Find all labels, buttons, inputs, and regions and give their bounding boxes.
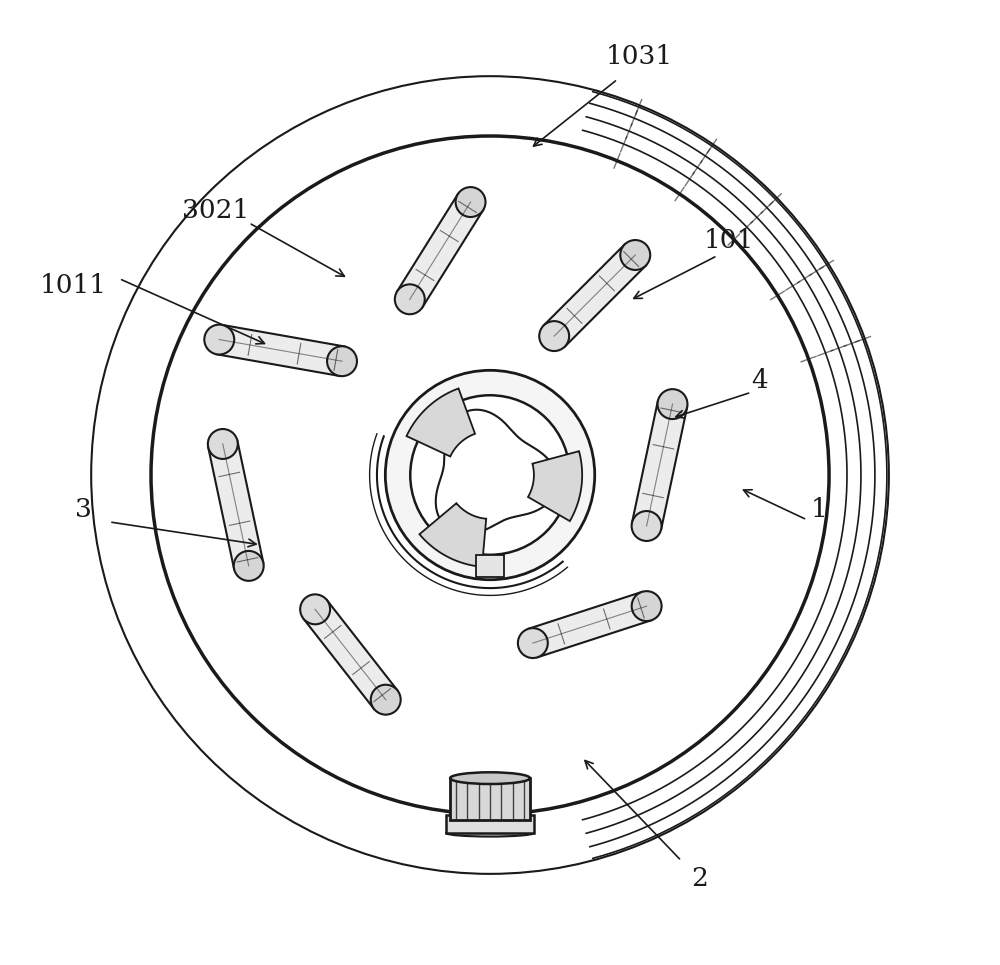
Polygon shape [528,452,582,521]
Polygon shape [208,441,263,569]
Text: 1031: 1031 [606,43,673,69]
Bar [450,778,530,820]
Text: 1: 1 [811,497,827,522]
Circle shape [385,371,595,580]
Circle shape [658,389,687,419]
Circle shape [151,136,829,814]
Circle shape [300,594,330,624]
Polygon shape [407,389,475,456]
Circle shape [632,592,662,621]
Circle shape [234,551,264,581]
Text: 1011: 1011 [40,273,107,298]
Text: 2: 2 [691,867,708,892]
Circle shape [371,685,401,715]
Ellipse shape [450,772,530,784]
Circle shape [410,396,570,555]
Circle shape [518,628,548,658]
Circle shape [539,321,569,351]
Circle shape [327,346,357,376]
Circle shape [204,324,234,354]
Bar [446,815,534,833]
Polygon shape [544,244,646,346]
Polygon shape [303,600,398,709]
Polygon shape [397,194,483,307]
Circle shape [456,187,486,217]
Circle shape [208,429,238,459]
Circle shape [620,240,650,270]
Text: 4: 4 [751,368,768,393]
Polygon shape [217,325,345,376]
Bar [476,555,504,577]
Polygon shape [419,503,486,566]
Ellipse shape [446,829,534,837]
Polygon shape [632,401,687,529]
Circle shape [395,285,425,315]
Text: 3: 3 [75,497,92,522]
Polygon shape [528,592,651,657]
Text: 3021: 3021 [182,198,249,223]
Text: 101: 101 [704,228,754,253]
Circle shape [632,511,662,541]
